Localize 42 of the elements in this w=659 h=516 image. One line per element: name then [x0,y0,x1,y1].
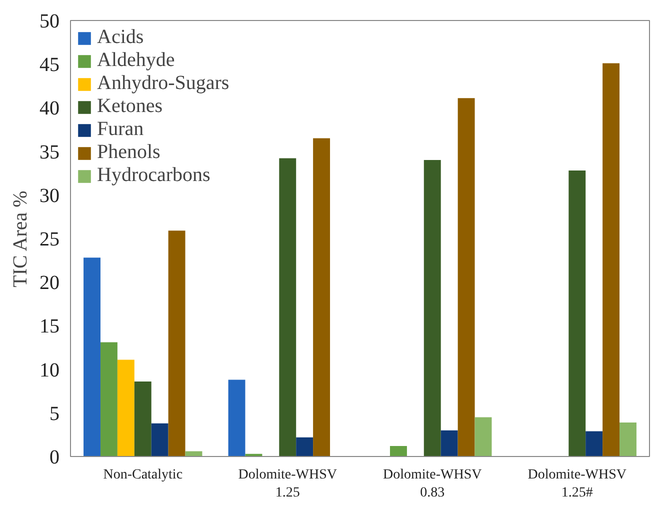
y-tick-label: 50 [40,10,60,32]
y-tick-label: 0 [50,446,60,468]
y-tick-label: 30 [40,184,60,207]
x-tick-label: Dolomite-WHSV 1.25# [528,468,627,500]
bar [458,98,475,456]
legend-label: Hydrocarbons [97,164,210,187]
bar [134,382,152,456]
bar [84,258,100,456]
legend-label: Aldehyde [97,49,175,72]
bar [279,158,296,456]
bar [313,138,330,456]
bar [100,342,118,456]
bar [602,63,620,456]
legend-label: Furan [97,118,144,141]
bar [424,160,441,456]
y-tick-label: 45 [40,54,60,76]
bar [620,422,636,456]
bar [474,417,492,456]
bar [296,437,314,456]
bar [390,446,407,456]
y-tick-label: 15 [40,316,60,338]
legend-label: Ketones [97,95,163,118]
bar [586,431,603,456]
x-tick-label: Non-Catalytic [103,468,183,482]
y-tick-label: 10 [40,359,60,382]
legend-label: Anhydro-Sugars [97,72,230,95]
y-tick-label: 40 [40,98,60,120]
bar [151,423,168,456]
y-tick-label: 35 [40,141,60,164]
y-tick-label: 5 [50,402,60,425]
legend-label: Phenols [97,141,160,164]
y-tick-label: 20 [40,272,60,294]
bar [228,380,246,456]
x-tick-label: Dolomite-WHSV 1.25 [238,468,338,500]
bar [568,170,586,456]
x-tick-label: Dolomite-WHSV 0.83 [382,468,482,500]
legend-label: Acids [97,26,144,49]
bar [168,230,186,456]
y-axis-title: TIC Area % [10,190,32,288]
bar [440,430,458,456]
bar [117,360,134,456]
y-tick-label: 25 [40,228,60,250]
